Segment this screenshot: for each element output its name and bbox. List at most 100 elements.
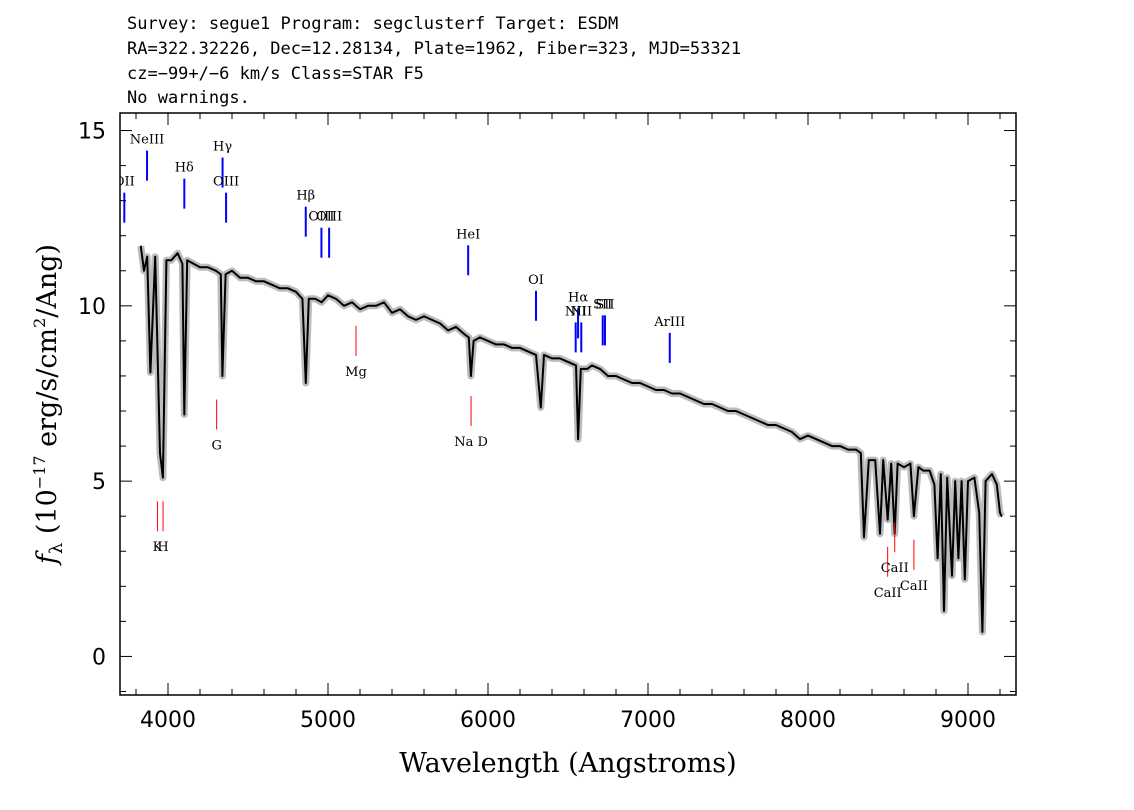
flux-point: [679, 392, 681, 395]
flux-point: [487, 340, 489, 342]
flux-point: [479, 336, 481, 339]
flux-point: [207, 266, 209, 269]
flux-point: [186, 259, 188, 262]
flux-point: [855, 448, 857, 451]
flux-point: [711, 403, 713, 405]
flux-point: [140, 245, 142, 248]
absorption-line-label: CaII: [881, 561, 909, 576]
absorption-line-label: Mg: [345, 365, 367, 380]
flux-point: [431, 319, 433, 321]
flux-point: [695, 399, 697, 402]
flux-point: [351, 301, 353, 304]
flux-point: [775, 424, 777, 426]
flux-point: [519, 347, 521, 349]
emission-line-label: OIII: [308, 210, 334, 225]
flux-point: [960, 480, 963, 482]
flux-point: [879, 532, 881, 535]
header: Survey: segue1 Program: segclusterf Targ…: [127, 14, 741, 108]
flux-point: [327, 294, 329, 297]
flux-point: [933, 483, 936, 486]
flux-point: [591, 364, 593, 367]
flux-point: [615, 375, 617, 377]
flux-point: [783, 427, 785, 430]
y-tick-label: 0: [92, 645, 106, 670]
flux-point: [176, 252, 179, 255]
flux-point: [631, 382, 633, 384]
y-tick-label: 10: [78, 295, 106, 320]
flux-point: [868, 459, 870, 461]
emission-line-label: ArIII: [653, 315, 685, 330]
flux-point: [359, 308, 361, 311]
flux-point: [964, 578, 966, 581]
flux-point: [607, 375, 609, 377]
flux-point: [759, 420, 761, 423]
emission-line-label: OI: [528, 273, 544, 288]
flux-point: [215, 269, 217, 272]
flux-point: [823, 441, 825, 444]
flux-point: [913, 515, 915, 517]
flux-point: [468, 336, 470, 339]
flux-point: [577, 438, 579, 440]
emission-line-label: OIII: [316, 210, 342, 225]
x-tick-label: 6000: [460, 708, 516, 733]
flux-point: [999, 511, 1001, 514]
flux-point: [799, 438, 801, 440]
flux-point: [447, 329, 449, 332]
flux-point: [1000, 515, 1003, 517]
flux-point: [807, 434, 809, 437]
flux-point: [415, 319, 417, 321]
flux-point: [751, 417, 753, 419]
flux-point: [304, 382, 307, 384]
flux-point: [301, 298, 304, 300]
flux-point: [954, 480, 956, 482]
flux-point: [882, 459, 884, 461]
flux-point: [543, 354, 545, 356]
flux-point: [984, 480, 987, 482]
flux-point: [991, 473, 993, 475]
flux-point: [279, 287, 281, 290]
flux-point: [687, 396, 689, 398]
flux-point: [407, 315, 409, 318]
header-line-1: Survey: segue1 Program: segclusterf Targ…: [127, 14, 618, 34]
flux-point: [575, 364, 577, 367]
flux-point: [154, 255, 156, 258]
flux-point: [580, 368, 582, 370]
flux-point: [735, 410, 737, 412]
flux-point: [951, 574, 953, 577]
flux-point: [146, 255, 148, 258]
flux-point: [391, 312, 393, 314]
flux-point: [903, 466, 905, 468]
flux-point: [455, 326, 457, 328]
flux-point: [863, 536, 865, 539]
flux-point: [287, 287, 289, 290]
flux-point: [271, 283, 273, 286]
flux-point: [263, 280, 265, 283]
flux-point: [727, 410, 729, 412]
flux-point: [909, 462, 912, 465]
flux-point: [815, 438, 817, 440]
flux-point: [199, 266, 201, 269]
absorption-line-label: H: [157, 540, 168, 555]
y-axis-title: fλ (10−17 erg/s/cm2/Ang): [30, 244, 67, 566]
emission-line-label: SII: [595, 297, 614, 312]
flux-point: [511, 347, 513, 349]
flux-point: [143, 269, 145, 272]
flux-point: [981, 631, 984, 633]
flux-point: [957, 557, 960, 560]
header-line-3: cz=−99+/−6 km/s Class=STAR F5: [127, 64, 424, 84]
flux-point: [314, 298, 317, 300]
y-tick-label: 5: [92, 470, 106, 495]
flux-point: [535, 354, 537, 356]
flux-point: [743, 413, 745, 416]
flux-point: [495, 343, 497, 346]
emission-line-label: Hδ: [175, 161, 194, 176]
flux-point: [220, 273, 222, 276]
flux-point: [940, 473, 942, 475]
x-tick-label: 9000: [940, 708, 996, 733]
flux-point: [423, 315, 425, 318]
flux-point: [639, 382, 641, 384]
flux-point: [647, 385, 649, 388]
emission-line-label: Hβ: [296, 189, 315, 204]
